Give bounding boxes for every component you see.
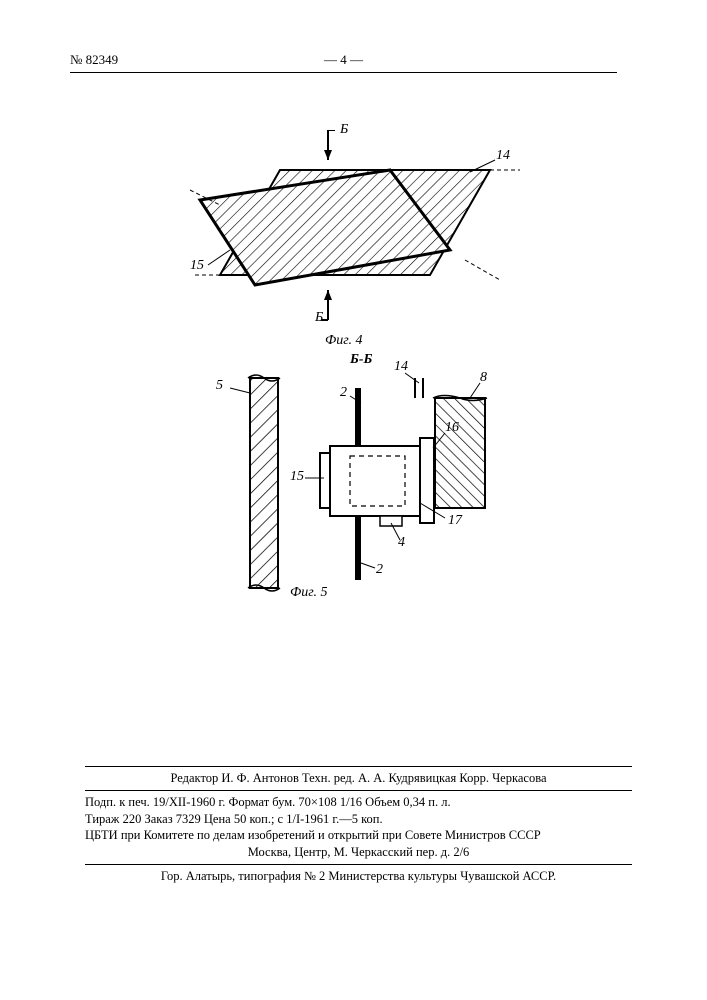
page: № 82349 — 4 — (0, 0, 707, 1000)
figure-5 (220, 368, 520, 598)
fig4-ref-15: 15 (190, 258, 204, 274)
imprint-block: Редактор И. Ф. Антонов Техн. ред. А. А. … (85, 763, 632, 885)
printer-line: Гор. Алатырь, типография № 2 Министерств… (85, 868, 632, 885)
fig5-caption: Фиг. 5 (290, 585, 328, 601)
fig4-section-bottom: Б (315, 310, 323, 326)
diagrams: Б Б 14 15 Фиг. 4 Б-Б (160, 130, 530, 630)
pub-line-1: Подп. к печ. 19/XII-1960 г. Формат бум. … (85, 794, 632, 811)
fig4-section-top: Б (340, 122, 348, 138)
fig4-ref-14: 14 (496, 148, 510, 164)
figure-4 (160, 130, 530, 330)
fig5-ref-2b: 2 (376, 562, 383, 578)
fig5-ref-17: 17 (448, 513, 462, 529)
fig5-ref-8: 8 (480, 370, 487, 386)
fig5-ref-5: 5 (216, 378, 223, 394)
footer-rule-2 (85, 790, 632, 791)
footer-rule-1 (85, 766, 632, 767)
fig5-ref-16: 16 (445, 420, 459, 436)
footer-rule-3 (85, 864, 632, 865)
document-number: № 82349 (70, 52, 118, 68)
fig5-ref-4: 4 (398, 535, 405, 551)
fig5-ref-15: 15 (290, 469, 304, 485)
pub-line-3: ЦБТИ при Комитете по делам изобретений и… (85, 827, 632, 844)
page-number: — 4 — (324, 52, 363, 68)
fig4-caption: Фиг. 4 (325, 333, 363, 349)
header-rule (70, 72, 617, 73)
fig5-ref-14: 14 (394, 359, 408, 375)
fig5-section-title: Б-Б (350, 352, 372, 368)
pub-line-4: Москва, Центр, М. Черкасский пер. д. 2/6 (85, 844, 632, 861)
pub-line-2: Тираж 220 Заказ 7329 Цена 50 коп.; с 1/I… (85, 811, 632, 828)
fig5-ref-2a: 2 (340, 385, 347, 401)
editor-line: Редактор И. Ф. Антонов Техн. ред. А. А. … (85, 770, 632, 787)
